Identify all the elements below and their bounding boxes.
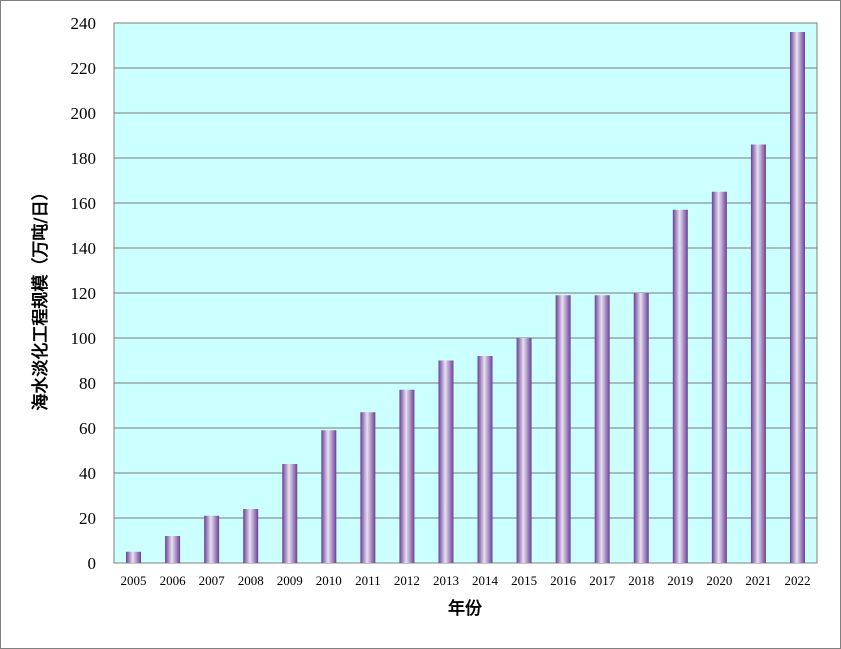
y-tick-label: 200 <box>71 104 97 123</box>
y-tick-label: 140 <box>71 239 97 258</box>
bar-2005 <box>126 551 142 563</box>
y-tick-label: 160 <box>71 194 97 213</box>
x-tick-label: 2013 <box>433 573 459 588</box>
x-tick-label: 2010 <box>316 573 342 588</box>
y-tick-label: 40 <box>79 464 96 483</box>
y-tick-label: 120 <box>71 284 97 303</box>
y-tick-label: 180 <box>71 149 97 168</box>
bar-2007 <box>204 515 220 563</box>
x-tick-label: 2021 <box>745 573 771 588</box>
bar-2015 <box>516 338 532 563</box>
y-tick-label: 80 <box>79 374 96 393</box>
y-tick-label: 100 <box>71 329 97 348</box>
bar-2013 <box>438 360 454 563</box>
bar-2012 <box>399 389 415 563</box>
x-tick-label: 2012 <box>394 573 420 588</box>
x-tick-label: 2014 <box>472 573 499 588</box>
x-tick-label: 2007 <box>199 573 226 588</box>
x-tick-labels: 2005 2006 2007 2008 2009 2010 2011 2012 2013 2014… <box>121 573 811 588</box>
x-tick-label: 2015 <box>511 573 537 588</box>
bar-2010 <box>321 430 337 563</box>
x-tick-label: 2016 <box>550 573 577 588</box>
x-tick-label: 2008 <box>238 573 264 588</box>
y-tick-label: 60 <box>79 419 96 438</box>
bar-2021 <box>750 144 766 563</box>
x-tick-label: 2006 <box>160 573 187 588</box>
bar-2014 <box>477 356 493 563</box>
bar-2018 <box>633 293 649 563</box>
bar-2009 <box>282 464 298 563</box>
y-tick-label: 0 <box>88 554 97 573</box>
bar-2008 <box>243 509 259 563</box>
x-tick-label: 2011 <box>355 573 381 588</box>
x-tick-label: 2018 <box>628 573 654 588</box>
x-tick-label: 2022 <box>784 573 810 588</box>
bar-2022 <box>789 32 805 563</box>
x-tick-label: 2019 <box>667 573 693 588</box>
y-tick-label: 20 <box>79 509 96 528</box>
x-tick-label: 2017 <box>589 573 616 588</box>
x-tick-label: 2020 <box>706 573 732 588</box>
x-tick-label: 2005 <box>121 573 147 588</box>
y-tick-labels: 0 20 40 60 80 100 120 140 160 180 200 220 240 <box>71 14 97 573</box>
bar-2011 <box>360 412 376 563</box>
bar-2016 <box>555 295 571 563</box>
bar-2006 <box>165 536 181 563</box>
y-axis-title: 海水淡化工程规模（万吨/日） <box>30 183 51 410</box>
y-tick-label: 220 <box>71 59 97 78</box>
bars-group <box>126 32 805 563</box>
x-axis-title: 年份 <box>448 598 483 619</box>
bar-2020 <box>711 191 727 563</box>
x-tick-label: 2009 <box>277 573 303 588</box>
bar-2017 <box>594 295 610 563</box>
bar-2019 <box>672 209 688 563</box>
gridlines <box>114 22 817 519</box>
y-tick-label: 240 <box>71 14 97 33</box>
